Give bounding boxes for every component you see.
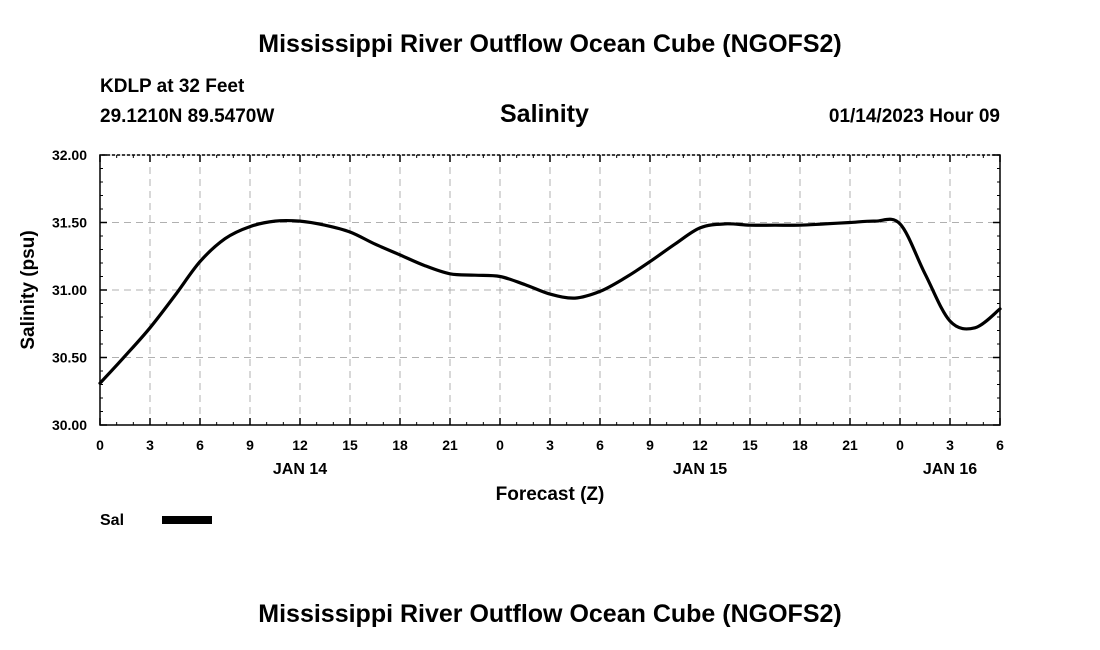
coordinates-label: 29.1210N 89.5470W (100, 106, 275, 127)
axis-ticks (99, 154, 1001, 426)
x-tick-label: 12 (692, 437, 708, 453)
x-tick-label: 9 (246, 437, 254, 453)
legend-label: Sal (100, 512, 124, 529)
x-tick-label: 3 (546, 437, 554, 453)
salinity-series-line (98, 217, 1002, 385)
x-tick-label: 0 (96, 437, 104, 453)
forecast-datetime: 01/14/2023 Hour 09 (828, 106, 1000, 127)
chart-subtitle: Salinity (500, 100, 589, 128)
x-tick-label: 6 (996, 437, 1004, 453)
y-tick-label: 31.00 (52, 282, 87, 298)
x-tick-label: 3 (946, 437, 954, 453)
x-tick-label: 15 (742, 437, 758, 453)
x-tick-label: 6 (596, 437, 604, 453)
y-axis-label: Salinity (psu) (18, 230, 39, 349)
grid (100, 155, 1000, 425)
legend: Sal (100, 512, 212, 529)
chart-title: Mississippi River Outflow Ocean Cube (NG… (258, 30, 842, 58)
x-tick-label: 3 (146, 437, 154, 453)
y-tick-label: 30.50 (52, 350, 87, 366)
footer-title: Mississippi River Outflow Ocean Cube (NG… (258, 600, 842, 628)
tick-labels: 0 3 6 9 12 15 18 21 0 3 6 9 12 15 18 21 0 3 6 30.00 30.50 31.… (52, 147, 1004, 478)
y-tick-label: 31.50 (52, 215, 87, 231)
x-tick-label: 0 (896, 437, 904, 453)
day-label: JAN 16 (923, 461, 977, 478)
x-tick-label: 18 (792, 437, 808, 453)
day-label: JAN 15 (673, 461, 727, 478)
y-tick-label: 32.00 (52, 147, 87, 163)
day-label: JAN 14 (273, 461, 327, 478)
x-tick-label: 18 (392, 437, 408, 453)
x-tick-label: 9 (646, 437, 654, 453)
x-tick-label: 6 (196, 437, 204, 453)
station-label: KDLP at 32 Feet (100, 76, 245, 97)
x-axis-label: Forecast (Z) (496, 484, 605, 505)
x-tick-label: 12 (292, 437, 308, 453)
x-tick-label: 21 (842, 437, 858, 453)
x-tick-label: 21 (442, 437, 458, 453)
x-tick-label: 0 (496, 437, 504, 453)
x-tick-label: 15 (342, 437, 358, 453)
y-tick-label: 30.00 (52, 417, 87, 433)
legend-swatch (162, 516, 212, 524)
